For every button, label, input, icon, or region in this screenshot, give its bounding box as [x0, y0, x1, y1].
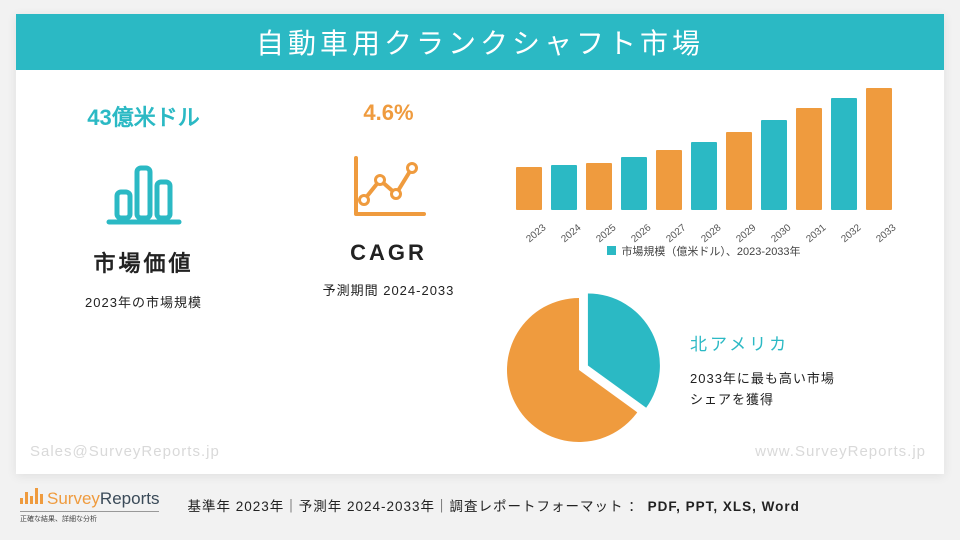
- bar: [726, 132, 752, 210]
- pie-text: 北アメリカ 2033年に最も高い市場 シェアを獲得: [690, 330, 900, 411]
- pie-area: 北アメリカ 2033年に最も高い市場 シェアを獲得: [494, 280, 914, 460]
- bar: [656, 150, 682, 210]
- bar: [621, 157, 647, 210]
- bar: [551, 165, 577, 210]
- bar: [796, 108, 822, 210]
- pie-desc: 2033年に最も高い市場 シェアを獲得: [690, 369, 900, 411]
- bar-chart-icon: [105, 154, 183, 226]
- watermark-url: www.SurveyReports.jp: [755, 443, 926, 460]
- market-value-label: 市場価値: [93, 246, 193, 278]
- bar: [831, 98, 857, 210]
- logo: SurveyReports 正確な結果、詳細な分析: [20, 486, 159, 524]
- cagr-label: CAGR: [350, 240, 427, 266]
- stat-market-value: 43億米ドル 市場価値 2023年の市場規模: [56, 100, 231, 311]
- bar: [866, 88, 892, 210]
- watermark-email: Sales@SurveyReports.jp: [30, 443, 220, 460]
- title-bar: 自動車用クランクシャフト市場: [16, 14, 944, 70]
- bar: [691, 142, 717, 210]
- footer-text: 基準年 2023年｜予測年 2024-2033年｜調査レポートフォーマット ： …: [187, 495, 799, 515]
- footer: SurveyReports 正確な結果、詳細な分析 基準年 2023年｜予測年 …: [16, 480, 944, 530]
- footer-formats: PDF, PPT, XLS, Word: [648, 499, 800, 514]
- bar: [761, 120, 787, 210]
- stats-row: 43億米ドル 市場価値 2023年の市場規模 4.6%: [56, 100, 476, 311]
- page-title: 自動車用クランクシャフト市場: [256, 22, 704, 62]
- bar: [586, 163, 612, 210]
- legend-text: 市場規模（億米ドル）、2023-2033年: [621, 246, 800, 258]
- bar: [516, 167, 542, 210]
- market-value-sub: 2023年の市場規模: [85, 292, 202, 311]
- stat-cagr: 4.6% CAGR: [301, 100, 476, 311]
- pie-desc-line1: 2033年に最も高い市場: [690, 371, 835, 386]
- footer-prefix: 基準年 2023年｜予測年 2024-2033年｜調査レポートフォーマット ：: [187, 499, 647, 514]
- bars-row: [494, 80, 914, 210]
- logo-tagline: 正確な結果、詳細な分析: [20, 511, 159, 524]
- bar-x-labels: 2023202420252026202720282029203020312032…: [494, 214, 914, 225]
- report-card: 自動車用クランクシャフト市場 43億米ドル 市場価値 202: [16, 14, 944, 474]
- pie-desc-line2: シェアを獲得: [690, 392, 774, 407]
- logo-word1: Survey: [47, 489, 100, 509]
- legend-swatch: [607, 246, 616, 255]
- bar-chart: 2023202420252026202720282029203020312032…: [494, 80, 914, 250]
- pie-chart: [494, 285, 664, 455]
- cagr-sub: 予測期間 2024-2033: [323, 280, 455, 299]
- logo-top: SurveyReports: [20, 486, 159, 509]
- cagr-number: 4.6%: [363, 100, 413, 126]
- market-value-number: 43億米ドル: [87, 100, 199, 132]
- content-area: 43億米ドル 市場価値 2023年の市場規模 4.6%: [16, 70, 944, 474]
- logo-word2: Reports: [100, 489, 160, 509]
- line-chart-icon: [350, 148, 428, 220]
- logo-bars-icon: [20, 486, 43, 504]
- pie-region-label: 北アメリカ: [690, 330, 900, 355]
